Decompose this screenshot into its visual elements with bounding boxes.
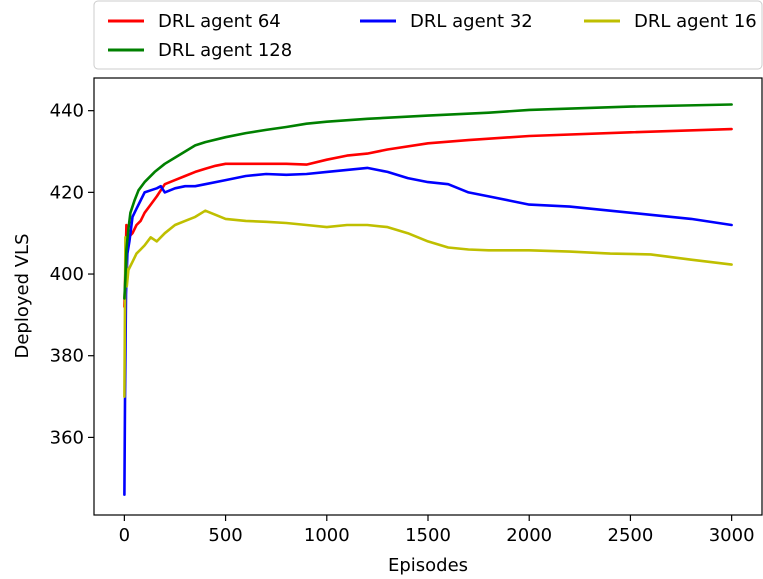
y-tick-label: 360 [50, 427, 84, 448]
y-tick-label: 380 [50, 346, 84, 367]
legend-label: DRL agent 128 [158, 40, 292, 61]
legend-label: DRL agent 32 [410, 11, 533, 32]
series-lines [124, 105, 731, 495]
y-axis: 360 380 400 420 440 [50, 101, 94, 449]
legend-label: DRL agent 16 [634, 11, 757, 32]
y-tick-label: 440 [50, 101, 84, 122]
x-axis: 0 500 1000 1500 2000 2500 3000 [119, 515, 755, 546]
plot-area: 0 500 1000 1500 2000 2500 3000 360 380 400 420 440 [50, 78, 762, 546]
y-tick-label: 420 [50, 182, 84, 203]
x-tick-label: 2000 [506, 525, 552, 546]
series-line-3 [124, 211, 731, 397]
series-line-4 [124, 105, 731, 299]
x-tick-label: 3000 [709, 525, 755, 546]
y-axis-label: Deployed VLS [12, 233, 33, 358]
legend-label: DRL agent 64 [158, 11, 281, 32]
x-axis-label: Episodes [388, 555, 468, 576]
series-line-1 [124, 129, 731, 307]
x-tick-label: 1500 [405, 525, 451, 546]
legend: DRL agent 64 DRL agent 32 DRL agent 16 DRL … [94, 1, 762, 69]
x-tick-label: 1000 [304, 525, 350, 546]
y-tick-label: 400 [50, 264, 84, 285]
x-tick-label: 0 [119, 525, 130, 546]
x-tick-label: 2500 [608, 525, 654, 546]
x-tick-label: 500 [208, 525, 242, 546]
series-line-2 [124, 168, 731, 495]
